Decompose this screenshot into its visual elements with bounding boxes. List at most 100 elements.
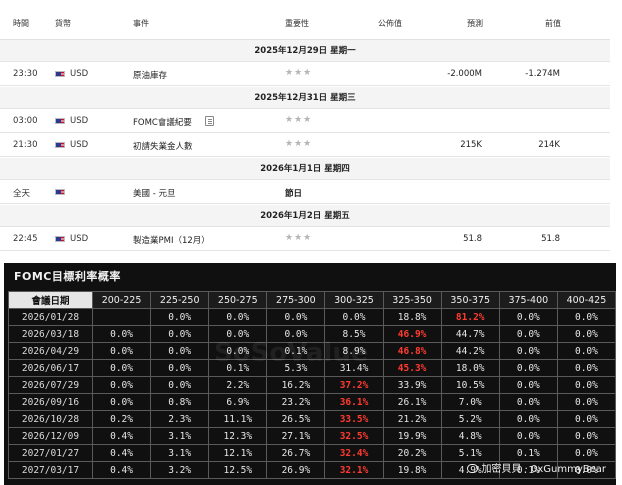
event-name[interactable]: 製造業PMI（12月） xyxy=(133,236,210,246)
probability-cell: 12.3% xyxy=(208,427,268,445)
probability-cell: 0.0% xyxy=(498,410,558,428)
probability-cell: 0.0% xyxy=(266,325,326,343)
probability-cell: 0.1% xyxy=(208,359,268,377)
probability-cell: 0.0% xyxy=(556,359,617,377)
probability-cell: 2.3% xyxy=(150,410,210,428)
event-currency: USD xyxy=(70,140,89,150)
event-time: 23:30 xyxy=(13,69,38,79)
probability-cell: 26.7% xyxy=(266,444,326,462)
probability-cell: 26.1% xyxy=(382,393,442,411)
probability-cell: 0.4% xyxy=(91,461,152,479)
probability-cell: 0.0% xyxy=(498,427,558,445)
event-currency: USD xyxy=(70,116,89,126)
calendar-row[interactable]: 全天 美國 - 元旦 節日 xyxy=(0,180,610,204)
event-time: 22:45 xyxy=(13,234,38,244)
table-row: 2027/01/27 0.4% 3.1% 12.1% 26.7% 32.4% 20.2% 5.… xyxy=(8,444,617,462)
meeting-date-cell: 2027/03/17 xyxy=(8,461,93,479)
probability-cell: 33.5% xyxy=(324,410,384,428)
meeting-date-cell: 2027/01/27 xyxy=(8,444,93,462)
calendar-header: 時間 貨幣 事件 重要性 公佈值 預測 前值 xyxy=(0,0,610,40)
probability-cell: 46.8% xyxy=(382,342,442,360)
us-flag-icon xyxy=(55,71,65,77)
probability-cell: 0.0% xyxy=(150,308,210,326)
header-importance: 重要性 xyxy=(285,19,309,28)
probability-cell: 0.4% xyxy=(91,427,152,445)
event-previous: 51.8 xyxy=(541,234,560,244)
probability-cell: 0.0% xyxy=(556,393,617,411)
probability-cell: 0.0% xyxy=(556,376,617,394)
probability-cell: 4.8% xyxy=(440,427,500,445)
date-divider: 2025年12月29日 星期一 xyxy=(0,40,610,62)
probability-cell: 0.0% xyxy=(556,461,617,479)
header-rate-range: 250-275 xyxy=(208,291,268,309)
date-divider: 2026年1月2日 星期五 xyxy=(0,205,610,227)
table-row: 2027/03/17 0.4% 3.2% 12.5% 26.9% 32.1% 19.8% 4.… xyxy=(8,461,617,479)
event-previous: -1.274M xyxy=(525,69,560,79)
table-row: 2026/04/29 0.0% 0.0% 0.0% 0.1% 8.9% 46.8% 44.2%… xyxy=(8,342,617,360)
header-rate-range: 300-325 xyxy=(324,291,384,309)
calendar-row[interactable]: 23:30 USD 原油庫存 ★★★ -2.000M -1.274M xyxy=(0,62,610,86)
probability-cell: 0.0% xyxy=(498,359,558,377)
probability-cell: 0.0% xyxy=(91,393,152,411)
probability-cell: 16.2% xyxy=(266,376,326,394)
probability-cell: 2.2% xyxy=(208,376,268,394)
header-rate-range: 400-425 xyxy=(556,291,617,309)
probability-cell: 26.9% xyxy=(266,461,326,479)
calendar-row[interactable]: 22:45 USD 製造業PMI（12月） ★★★ 51.8 51.8 xyxy=(0,227,610,251)
probability-cell: 21.2% xyxy=(382,410,442,428)
probability-cell: 0.1% xyxy=(266,342,326,360)
importance-stars: ★★★ xyxy=(285,68,313,78)
probability-cell: 81.2% xyxy=(440,308,500,326)
event-time: 全天 xyxy=(13,189,31,199)
probability-cell: 27.1% xyxy=(266,427,326,445)
us-flag-icon xyxy=(55,142,65,148)
probability-cell: 8.9% xyxy=(324,342,384,360)
probability-cell: 0.2% xyxy=(91,410,152,428)
meeting-date-cell: 2026/09/16 xyxy=(8,393,93,411)
meeting-date-cell: 2026/01/28 xyxy=(8,308,93,326)
document-icon[interactable] xyxy=(205,116,214,126)
probability-cell: 0.0% xyxy=(208,308,268,326)
importance-stars: ★★★ xyxy=(285,139,313,149)
importance-stars: ★★★ xyxy=(285,115,313,125)
table-header-row: 會議日期 200-225 225-250 250-275 275-300 300-325 3… xyxy=(8,291,617,309)
header-actual: 公佈值 xyxy=(378,19,402,28)
probability-cell: 0.0% xyxy=(324,308,384,326)
probability-cell: 0.4% xyxy=(91,444,152,462)
probability-cell: 32.4% xyxy=(324,444,384,462)
probability-cell: 0.0% xyxy=(150,359,210,377)
probability-cell: 18.0% xyxy=(440,359,500,377)
economic-calendar: 時間 貨幣 事件 重要性 公佈值 預測 前值 2025年12月29日 星期一 2… xyxy=(0,0,610,251)
probability-cell: 0.0% xyxy=(91,359,152,377)
event-name[interactable]: FOMC會議紀要 xyxy=(133,118,192,128)
probability-cell: 7.0% xyxy=(440,393,500,411)
event-name[interactable]: 初請失業金人數 xyxy=(133,142,193,152)
event-name[interactable]: 原油庫存 xyxy=(133,71,168,81)
importance-stars: ★★★ xyxy=(285,233,313,243)
probability-cell: 44.2% xyxy=(440,342,500,360)
header-rate-range: 200-225 xyxy=(91,291,152,309)
event-name[interactable]: 美國 - 元旦 xyxy=(133,189,176,199)
event-time: 03:00 xyxy=(13,116,38,126)
header-forecast: 預測 xyxy=(467,19,483,28)
probability-cell: 32.5% xyxy=(324,427,384,445)
probability-cell: 26.5% xyxy=(266,410,326,428)
calendar-row[interactable]: 21:30 USD 初請失業金人數 ★★★ 215K 214K xyxy=(0,133,610,157)
chat-icon xyxy=(467,464,479,473)
probability-cell: 0.0% xyxy=(91,342,152,360)
event-forecast: 51.8 xyxy=(463,234,482,244)
probability-cell: 0.0% xyxy=(150,342,210,360)
probability-cell: 0.0% xyxy=(150,325,210,343)
probability-cell: 0.0% xyxy=(498,393,558,411)
probability-cell: 33.9% xyxy=(382,376,442,394)
table-row: 2026/07/29 0.0% 0.0% 2.2% 16.2% 37.2% 33.9% 10.… xyxy=(8,376,617,394)
probability-cell: 45.3% xyxy=(382,359,442,377)
header-rate-range: 275-300 xyxy=(266,291,326,309)
event-forecast: -2.000M xyxy=(447,69,482,79)
probability-cell: 0.0% xyxy=(498,376,558,394)
probability-cell: 0.0% xyxy=(556,410,617,428)
probability-cell: 46.9% xyxy=(382,325,442,343)
probability-cell: 0.0% xyxy=(556,342,617,360)
us-flag-icon xyxy=(55,236,65,242)
calendar-row[interactable]: 03:00 USD FOMC會議紀要 ★★★ xyxy=(0,109,610,133)
